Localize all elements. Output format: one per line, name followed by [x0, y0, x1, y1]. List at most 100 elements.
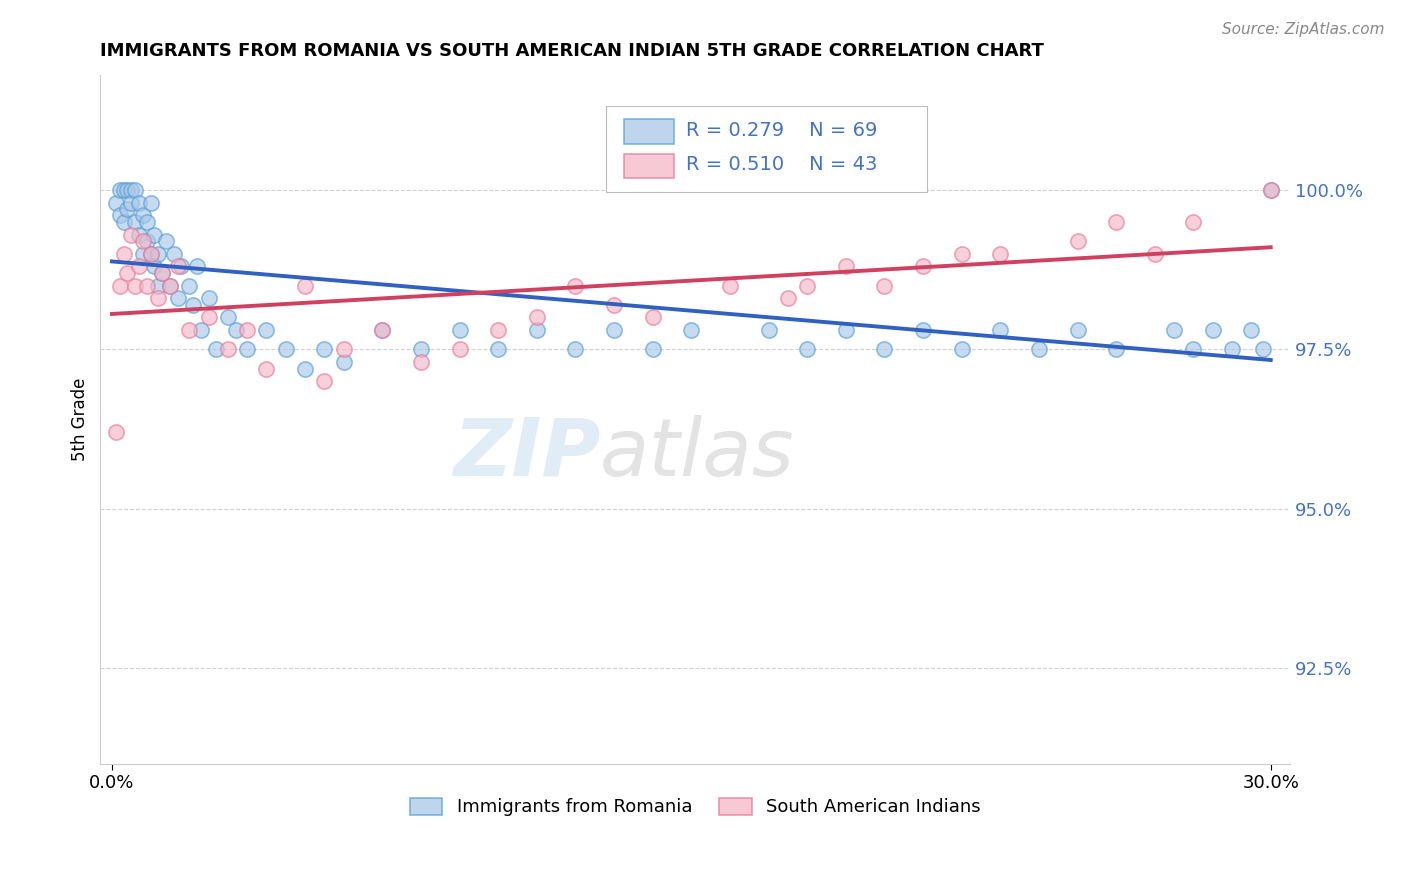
Point [186, 260, 208, 274]
Point [1260, 183, 1282, 197]
Point [120, 183, 142, 197]
Point [148, 246, 170, 260]
Point [1143, 246, 1166, 260]
Point [486, 343, 509, 357]
Point [163, 246, 186, 260]
Point [104, 425, 127, 440]
Point [409, 355, 432, 369]
Point [449, 323, 471, 337]
Point [603, 323, 626, 337]
Point [236, 323, 259, 337]
Point [104, 195, 127, 210]
Point [148, 291, 170, 305]
Point [371, 323, 394, 337]
Point [988, 323, 1011, 337]
Point [1105, 343, 1128, 357]
Point [256, 323, 278, 337]
Point [166, 260, 188, 274]
Point [112, 183, 135, 197]
Point [108, 278, 131, 293]
Text: R = 0.279    N = 69: R = 0.279 N = 69 [686, 120, 877, 140]
Point [148, 278, 170, 293]
Point [274, 343, 297, 357]
Point [873, 343, 896, 357]
Text: IMMIGRANTS FROM ROMANIA VS SOUTH AMERICAN INDIAN 5TH GRADE CORRELATION CHART: IMMIGRANTS FROM ROMANIA VS SOUTH AMERICA… [100, 42, 1045, 60]
Point [564, 343, 586, 357]
Text: R = 0.510    N = 43: R = 0.510 N = 43 [686, 155, 877, 174]
Legend: Immigrants from Romania, South American Indians: Immigrants from Romania, South American … [402, 790, 988, 823]
Point [1105, 215, 1128, 229]
Point [124, 183, 146, 197]
Point [117, 183, 139, 197]
FancyBboxPatch shape [624, 153, 673, 178]
Point [150, 266, 173, 280]
FancyBboxPatch shape [624, 120, 673, 145]
Point [112, 215, 135, 229]
Text: Source: ZipAtlas.com: Source: ZipAtlas.com [1222, 22, 1385, 37]
Point [117, 266, 139, 280]
Point [332, 343, 354, 357]
Point [776, 291, 799, 305]
Point [314, 343, 336, 357]
Point [143, 260, 166, 274]
Point [681, 323, 703, 337]
Point [641, 310, 664, 325]
Point [179, 278, 201, 293]
Point [758, 323, 780, 337]
Point [1066, 323, 1088, 337]
Point [166, 291, 188, 305]
Point [120, 195, 142, 210]
Point [332, 355, 354, 369]
Point [117, 202, 139, 216]
Point [950, 246, 973, 260]
FancyBboxPatch shape [606, 106, 927, 193]
Point [988, 246, 1011, 260]
Point [1028, 343, 1050, 357]
Point [112, 246, 135, 260]
Point [197, 310, 219, 325]
Point [912, 323, 935, 337]
Point [124, 278, 146, 293]
Text: atlas: atlas [600, 415, 794, 493]
Point [120, 227, 142, 242]
Point [135, 234, 157, 248]
Point [108, 183, 131, 197]
Point [108, 209, 131, 223]
Point [135, 215, 157, 229]
Point [143, 227, 166, 242]
Point [170, 260, 193, 274]
Point [135, 278, 157, 293]
Point [132, 246, 155, 260]
Point [139, 246, 162, 260]
Point [1182, 215, 1205, 229]
Point [1220, 343, 1243, 357]
Point [128, 195, 150, 210]
Point [159, 278, 181, 293]
Point [225, 323, 247, 337]
Point [796, 343, 818, 357]
Point [124, 215, 146, 229]
Point [179, 323, 201, 337]
Point [1182, 343, 1205, 357]
Point [314, 374, 336, 388]
Point [181, 298, 204, 312]
Point [190, 323, 212, 337]
Point [132, 234, 155, 248]
Point [486, 323, 509, 337]
Point [217, 343, 239, 357]
Point [718, 278, 741, 293]
Point [236, 343, 259, 357]
Point [294, 361, 316, 376]
Point [449, 343, 471, 357]
Point [1066, 234, 1088, 248]
Point [256, 361, 278, 376]
Point [603, 298, 626, 312]
Point [1251, 343, 1274, 357]
Point [526, 323, 548, 337]
Point [128, 227, 150, 242]
Point [205, 343, 228, 357]
Point [950, 343, 973, 357]
Point [796, 278, 818, 293]
Point [873, 278, 896, 293]
Point [1260, 183, 1282, 197]
